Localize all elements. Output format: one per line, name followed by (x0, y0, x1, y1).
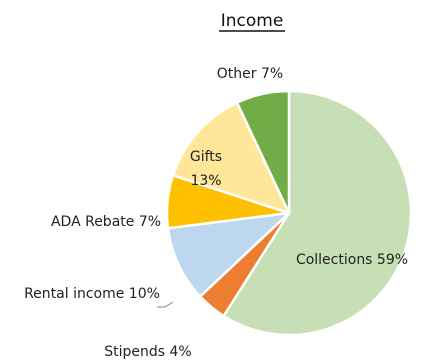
label-gifts-line1: Gifts (190, 149, 222, 165)
label-ada-rebate: ADA Rebate 7% (51, 214, 161, 230)
slice-other (235, 89, 291, 215)
slice-collections (222, 89, 413, 337)
label-stipends: Stipends 4% (104, 344, 191, 360)
slice-rental-income (166, 211, 291, 298)
pie-slices (165, 89, 413, 337)
chart-title: Income (221, 11, 284, 31)
slice-gifts (171, 101, 291, 215)
leader-line-rental-income (157, 301, 174, 308)
slice-labels: Other 7% Gifts 13% ADA Rebate 7% Collect… (24, 66, 408, 360)
label-rental-income: Rental income 10% (24, 286, 160, 302)
label-gifts-line2: 13% (190, 173, 221, 189)
label-other: Other 7% (217, 66, 283, 82)
label-collections: Collections 59% (296, 252, 408, 268)
